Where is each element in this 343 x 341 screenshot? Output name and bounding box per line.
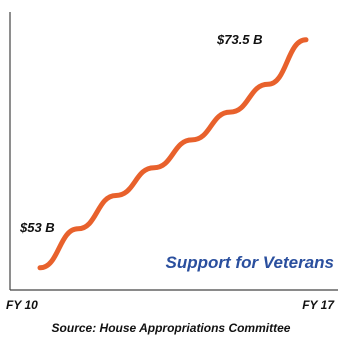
start-value-label: $53 B	[19, 220, 55, 235]
series-line	[37, 37, 309, 271]
end-value-label: $73.5 B	[216, 32, 263, 47]
x-tick-label-first: FY 10	[6, 298, 38, 312]
x-tick-label-last: FY 17	[302, 298, 335, 312]
chart-title: Support for Veterans	[166, 253, 334, 272]
source-note: Source: House Appropriations Committee	[52, 321, 291, 335]
